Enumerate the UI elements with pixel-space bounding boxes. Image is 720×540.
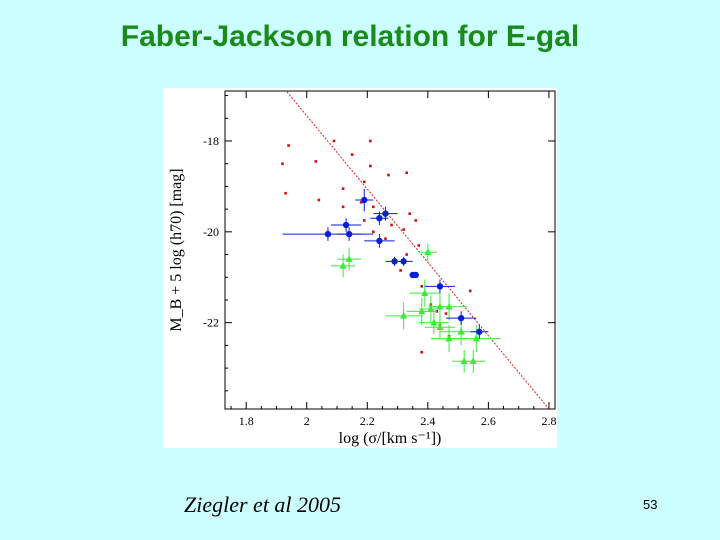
green-point [457,327,465,335]
red-point [287,144,290,147]
blue-point [324,230,332,238]
plot-image: 1.8 2 2.2 2.4 2.6 2.8 -22 -20 -18 log (σ/[km s⁻¹… [163,88,557,448]
x-tick-label: 2.4 [420,414,435,428]
green-point [400,311,408,319]
blue-point [342,221,350,229]
blue-point [457,314,465,322]
y-tick-label: -22 [203,316,219,330]
red-point [362,219,366,222]
red-point [405,171,408,175]
red-point [359,201,363,204]
blue-point [412,271,419,279]
faber-jackson-chart: 1.8 2 2.2 2.4 2.6 2.8 -22 -20 -18 log (σ/[km s⁻¹… [168,90,556,447]
red-point [369,139,372,143]
red-point [384,237,387,240]
x-axis-label: log (σ/[km s⁻¹]) [339,430,442,447]
page-number: 53 [643,497,658,512]
red-point [314,160,318,163]
red-point [372,205,375,209]
x-tick-label: 2.6 [481,414,496,428]
red-point [417,244,421,247]
axis-ticks: 1.8 2 2.2 2.4 2.6 2.8 -22 -20 -18 [203,91,556,428]
red-point [420,350,424,354]
citation-caption: Ziegler et al 2005 [184,492,342,517]
x-tick-label: 2.2 [360,414,375,428]
red-point [332,139,336,143]
green-point [424,248,432,256]
red-point [372,230,375,234]
red-point [387,173,390,177]
y-tick-label: -18 [203,134,219,148]
green-point [472,334,480,342]
red-point [284,191,287,195]
plot-frame [224,90,556,410]
red-point [362,180,366,184]
green-point [436,302,444,310]
red-point [281,162,284,165]
red-point [317,198,321,202]
x-tick-label: 1.8 [239,414,254,428]
green-point [445,334,453,342]
red-point [341,205,345,209]
data-points [281,139,501,373]
x-tick-label: 2.8 [541,414,556,428]
green-point [460,357,468,365]
red-point [420,285,424,288]
red-point [408,212,411,215]
green-point [436,323,444,331]
red-point [435,310,439,313]
blue-point [436,283,444,290]
red-point [399,269,402,272]
red-point [390,223,393,227]
x-tick-label: 2 [304,414,310,428]
green-point [345,255,353,262]
red-point [405,253,408,256]
green-point [418,307,426,315]
red-point [341,187,345,190]
blue-point [376,237,383,245]
blue-point [382,210,389,217]
blue-point [345,230,353,238]
green-point [427,305,435,312]
red-point [402,228,405,231]
green-point [339,261,347,269]
y-axis-label: M_B + 5 log (h70) [mag] [168,168,185,331]
green-point [430,318,438,326]
green-point [421,289,429,296]
red-point [350,153,354,156]
red-point [468,289,472,293]
green-point [469,357,477,365]
red-point [444,312,448,315]
slide-title: Faber-Jackson relation for E-gal [120,20,580,53]
red-point [369,164,372,168]
y-tick-label: -20 [203,225,219,239]
blue-point [361,196,368,204]
red-point [414,219,418,222]
blue-point [376,215,383,222]
blue-point [400,258,407,265]
green-point [445,302,453,310]
blue-point [476,328,483,335]
